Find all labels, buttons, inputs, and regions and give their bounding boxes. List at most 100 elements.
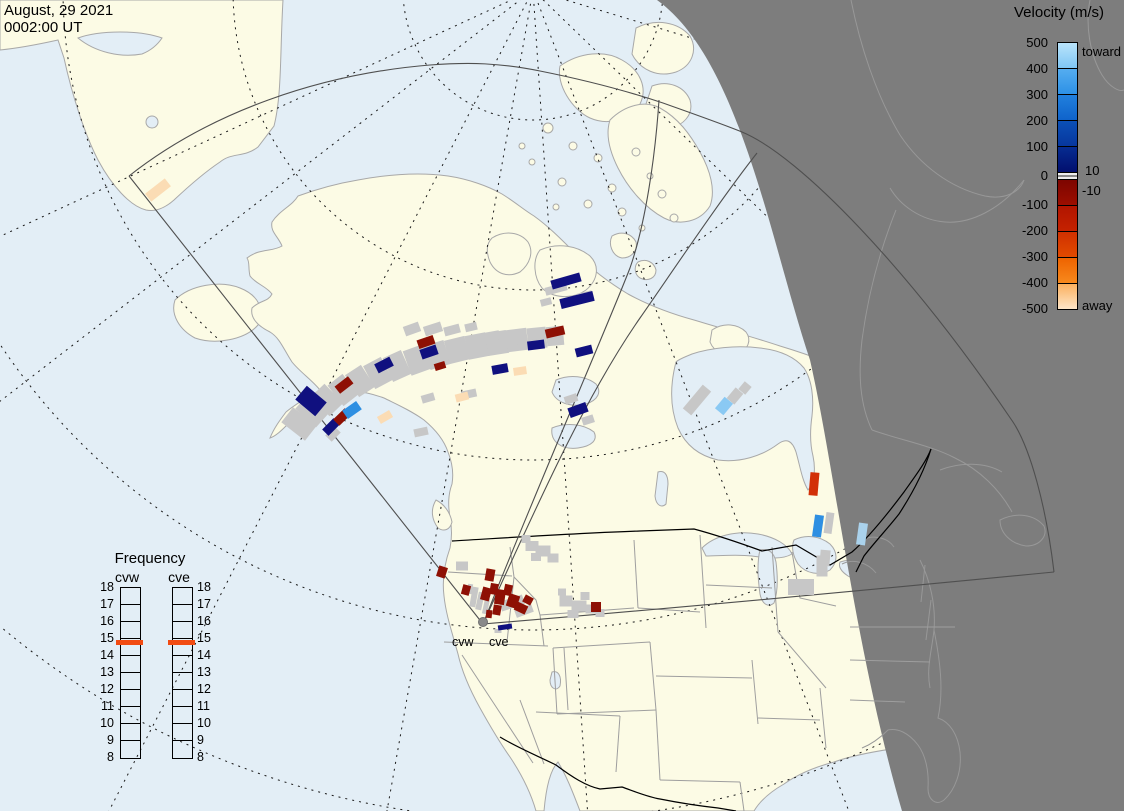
- frequency-tick-label: 17: [197, 597, 211, 611]
- velocity-cell-gs: [402, 321, 422, 337]
- colorbar-tick-label: 100: [1026, 139, 1048, 154]
- frequency-panel-title: Frequency: [114, 550, 186, 567]
- velocity-cell-blue: [812, 514, 824, 538]
- frequency-ladder-rung: [121, 622, 140, 639]
- velocity-cell-red: [334, 376, 354, 394]
- velocity-cell-gs: [547, 553, 559, 563]
- timestamp-date: August, 29 2021: [4, 2, 114, 19]
- frequency-marker-cvw: [116, 640, 143, 645]
- velocity-cell-red: [485, 609, 493, 619]
- velocity-cell-red: [492, 604, 502, 616]
- frequency-ladder-rung: [121, 605, 140, 622]
- velocity-cell-red: [522, 594, 534, 606]
- colorbar-tick-label: -200: [1021, 223, 1048, 238]
- velocity-cell-gs: [469, 586, 479, 608]
- velocity-cell-gs: [563, 393, 579, 405]
- frequency-tick-label: 13: [100, 665, 114, 679]
- velocity-cell-gs: [363, 356, 393, 390]
- frequency-tick-label: 12: [100, 682, 114, 696]
- velocity-cell-gs: [464, 321, 478, 333]
- velocity-cell-gs: [581, 414, 595, 426]
- velocity-cell-navy: [527, 339, 545, 351]
- velocity-cell-navy: [491, 363, 509, 375]
- velocity-cell-red: [436, 565, 448, 579]
- colorbar-tick-label: -100: [1021, 197, 1048, 212]
- velocity-data-cells: [145, 178, 868, 633]
- velocity-cell-gs: [559, 595, 573, 607]
- colorbar-tick-label: 300: [1026, 87, 1048, 102]
- velocity-cell-gs: [420, 392, 436, 404]
- frequency-tick-label: 11: [101, 699, 114, 713]
- velocity-cell-red: [484, 568, 496, 582]
- velocity-cell-navy: [374, 356, 394, 374]
- frequency-ladder-rung: [121, 588, 140, 605]
- velocity-cell-gs: [521, 535, 531, 543]
- colorbar-away-label: away: [1082, 298, 1113, 313]
- night-coastlines: [841, 0, 1124, 803]
- velocity-cell-red: [433, 361, 447, 371]
- colorbar-tick-label: -400: [1021, 275, 1048, 290]
- frequency-ladder-rung: [173, 673, 192, 690]
- velocity-cell-navy: [574, 344, 594, 358]
- velocity-cell-navy: [322, 418, 340, 436]
- national-borders: [451, 448, 932, 811]
- colorbar-segment-away: [1058, 180, 1077, 206]
- colorbar-lower-threshold: -10: [1082, 183, 1101, 198]
- colorbar-segment-toward: [1058, 147, 1077, 173]
- velocity-cell-peach: [513, 366, 527, 376]
- frequency-tick-label: 8: [197, 750, 204, 764]
- velocity-cell-red: [479, 586, 493, 602]
- frequency-ladder-rung: [173, 656, 192, 673]
- frequency-tick-label: 8: [107, 750, 114, 764]
- velocity-cell-gs: [819, 549, 831, 567]
- colorbar-segment-away: [1058, 206, 1077, 232]
- site-label-cvw: cvw: [452, 635, 474, 649]
- frequency-tick-label: 18: [197, 580, 211, 594]
- velocity-cell-gs: [535, 545, 551, 557]
- velocity-colorbar: [1057, 42, 1078, 310]
- frequency-tick-label: 14: [197, 648, 211, 662]
- velocity-cell-gs: [494, 629, 502, 633]
- frequency-tick-label: 12: [197, 682, 211, 696]
- velocity-cell-gs: [443, 323, 461, 337]
- velocity-cell-gs: [456, 561, 468, 571]
- frequency-ladder-rung: [173, 741, 192, 758]
- colorbar-tick-label: -500: [1021, 301, 1048, 316]
- velocity-cell-blue: [342, 401, 362, 419]
- frequency-tick-label: 13: [197, 665, 211, 679]
- frequency-column-label-cve: cve: [168, 569, 190, 585]
- colorbar-segment-away: [1058, 232, 1077, 258]
- frequency-marker-cve: [168, 640, 195, 645]
- velocity-cell-gs: [525, 541, 539, 551]
- state-borders: [443, 534, 955, 811]
- velocity-cell-peach: [376, 410, 394, 424]
- velocity-cell-gs: [503, 335, 519, 347]
- velocity-cell-red: [544, 325, 566, 339]
- frequency-tick-label: 10: [100, 716, 114, 730]
- frequency-ladder-cvw: [120, 587, 141, 759]
- colorbar-upper-threshold: 10: [1085, 163, 1100, 178]
- frequency-tick-label: 17: [100, 597, 114, 611]
- colorbar-tick-label: 400: [1026, 61, 1048, 76]
- frequency-tick-label: 15: [197, 631, 211, 645]
- frequency-ladder-rung: [173, 639, 192, 656]
- colorbar-segment-toward: [1058, 121, 1077, 147]
- frequency-tick-label: 9: [197, 733, 204, 747]
- frequency-tick-label: 10: [197, 716, 211, 730]
- velocity-cell-gs: [422, 321, 444, 337]
- velocity-cell-gs: [558, 588, 566, 596]
- frequency-ladder-rung: [173, 707, 192, 724]
- velocity-cell-gs: [823, 512, 835, 534]
- frequency-ladder-rung: [121, 656, 140, 673]
- frequency-ladder-rung: [121, 673, 140, 690]
- velocity-cell-gs: [464, 332, 490, 360]
- velocity-cell-navy: [497, 623, 513, 631]
- frequency-tick-label: 16: [197, 614, 211, 628]
- frequency-ladder-rung: [121, 707, 140, 724]
- frequency-tick-label: 9: [107, 733, 114, 747]
- velocity-cell-gs: [580, 592, 590, 600]
- velocity-cell-red: [416, 334, 436, 350]
- velocity-cell-gs: [595, 609, 605, 617]
- frequency-tick-label: 16: [100, 614, 114, 628]
